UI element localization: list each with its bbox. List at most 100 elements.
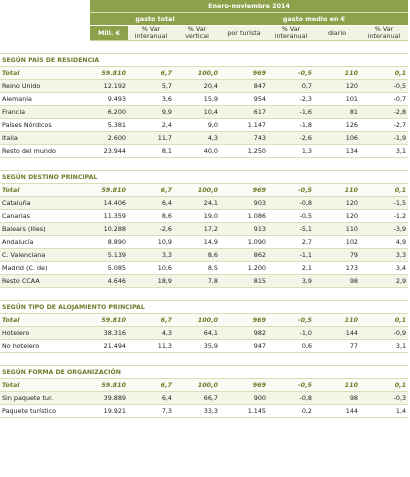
row-value: -0,8: [268, 196, 314, 210]
total-value: -0,5: [268, 66, 314, 80]
row-value: -0,9: [360, 326, 409, 340]
row-value: 2,9: [360, 274, 409, 288]
row-label: C. Valenciana: [0, 248, 90, 262]
row-label: Balears (Illes): [0, 222, 90, 236]
row-value: 14.406: [90, 196, 128, 210]
total-value: 100,0: [174, 378, 220, 392]
row-value: 617: [220, 105, 268, 119]
row-label: Resto CCAA: [0, 274, 90, 288]
row-value: 9,9: [128, 105, 174, 119]
table-row: Reino Unido 12.192 5,7 20,4 847 0,7 120 -0,5: [0, 79, 409, 93]
row-value: 81: [314, 105, 360, 119]
row-value: 3,1: [360, 339, 409, 353]
total-row: Total 59.810 6,7 100,0 969 -0,5 110 0,1: [0, 66, 409, 80]
row-value: 5.139: [90, 248, 128, 262]
row-value: 903: [220, 196, 268, 210]
total-row: Total 59.810 6,7 100,0 969 -0,5 110 0,1: [0, 313, 409, 327]
row-value: -2,8: [360, 105, 409, 119]
row-value: 954: [220, 92, 268, 106]
column-header: diario: [314, 25, 360, 41]
total-value: -0,5: [268, 183, 314, 197]
row-value: 10,6: [128, 261, 174, 275]
total-value: 0,1: [360, 378, 409, 392]
row-value: 102: [314, 235, 360, 249]
row-value: 11,3: [128, 339, 174, 353]
row-value: 23.944: [90, 144, 128, 158]
total-value: 969: [220, 378, 268, 392]
row-value: 40,0: [174, 144, 220, 158]
row-value: 4,3: [128, 326, 174, 340]
section-gap-cell: [0, 287, 409, 301]
row-value: 913: [220, 222, 268, 236]
row-value: 120: [314, 196, 360, 210]
table-row: Hotelero 38.316 4,3 64,1 982 -1,0 144 -0,9: [0, 326, 409, 340]
total-value: 100,0: [174, 313, 220, 327]
row-value: 12.192: [90, 79, 128, 93]
section-title-row: SEGÚN DESTINO PRINCIPAL: [0, 170, 409, 184]
total-value: 6,7: [128, 183, 174, 197]
row-label: Francia: [0, 105, 90, 119]
row-value: 1,3: [268, 144, 314, 158]
row-value: 0,7: [268, 79, 314, 93]
row-value: 10.288: [90, 222, 128, 236]
row-value: 173: [314, 261, 360, 275]
row-value: 19.921: [90, 404, 128, 418]
tourism-spending-table: Enero-noviembre 2014 gasto total gasto med…: [0, 0, 409, 418]
section-title: SEGÚN PAÍS DE RESIDENCIA: [0, 53, 409, 67]
total-value: 110: [314, 313, 360, 327]
column-header: por turista: [220, 25, 268, 41]
column-header: % Var interanual: [128, 25, 174, 41]
row-value: 3,4: [360, 261, 409, 275]
total-value: 6,7: [128, 313, 174, 327]
table-row: Canarias 11.359 8,6 19,0 1.086 -0,5 120 -1,2: [0, 209, 409, 223]
table-row: Resto CCAA 4.646 18,9 7,8 815 3,9 98 2,9: [0, 274, 409, 288]
row-value: 98: [314, 391, 360, 405]
table-row: C. Valenciana 5.139 3,3 8,6 862 -1,1 79 3,3: [0, 248, 409, 262]
row-value: 3,6: [128, 92, 174, 106]
row-value: -1,6: [268, 105, 314, 119]
table-row: Balears (Illes) 10.288 -2,6 17,2 913 -5,1 110-…: [0, 222, 409, 236]
row-label: Canarias: [0, 209, 90, 223]
table-row: Cataluña 14.406 6,4 24,1 903 -0,8 120 -1,5: [0, 196, 409, 210]
row-value: 8,6: [174, 248, 220, 262]
total-value: 100,0: [174, 183, 220, 197]
row-value: -1,2: [360, 209, 409, 223]
row-value: 20,4: [174, 79, 220, 93]
row-value: 120: [314, 79, 360, 93]
row-label: Sin paquete tur.: [0, 391, 90, 405]
row-value: 106: [314, 131, 360, 145]
row-value: 3,9: [268, 274, 314, 288]
row-label: Hotelero: [0, 326, 90, 340]
table-row: Países Nórdicos 5.381 2,4 9,0 1.147 -1,8 126 -2…: [0, 118, 409, 132]
row-value: 77: [314, 339, 360, 353]
row-value: -1,9: [360, 131, 409, 145]
row-value: 982: [220, 326, 268, 340]
section-gap-cell: [0, 40, 409, 54]
row-value: 3,1: [360, 144, 409, 158]
row-value: 35,9: [174, 339, 220, 353]
table-row: Sin paquete tur. 39.889 6,4 66,7 900 -0,8 98 -0…: [0, 391, 409, 405]
column-header: % Var interanual: [268, 25, 314, 41]
row-value: 8.890: [90, 235, 128, 249]
table-row: No hotelero 21.494 11,3 35,9 947 0,6 77 3,1: [0, 339, 409, 353]
row-value: 4.646: [90, 274, 128, 288]
header-blank: [0, 12, 90, 26]
row-value: -1,5: [360, 196, 409, 210]
row-value: 4,3: [174, 131, 220, 145]
row-label: No hotelero: [0, 339, 90, 353]
row-value: -2,6: [128, 222, 174, 236]
row-label: Alemania: [0, 92, 90, 106]
row-label: Madrid (C. de): [0, 261, 90, 275]
row-value: 4,9: [360, 235, 409, 249]
row-label: Países Nórdicos: [0, 118, 90, 132]
section-title: SEGÚN DESTINO PRINCIPAL: [0, 170, 409, 184]
section-gap-cell: [0, 157, 409, 171]
row-value: 9.493: [90, 92, 128, 106]
row-value: 1.200: [220, 261, 268, 275]
total-value: 110: [314, 378, 360, 392]
total-label: Total: [0, 313, 90, 327]
row-value: -1,0: [268, 326, 314, 340]
section-gap: [0, 40, 409, 54]
row-value: 0,6: [268, 339, 314, 353]
section-title: SEGÚN FORMA DE ORGANIZACIÓN: [0, 365, 409, 379]
